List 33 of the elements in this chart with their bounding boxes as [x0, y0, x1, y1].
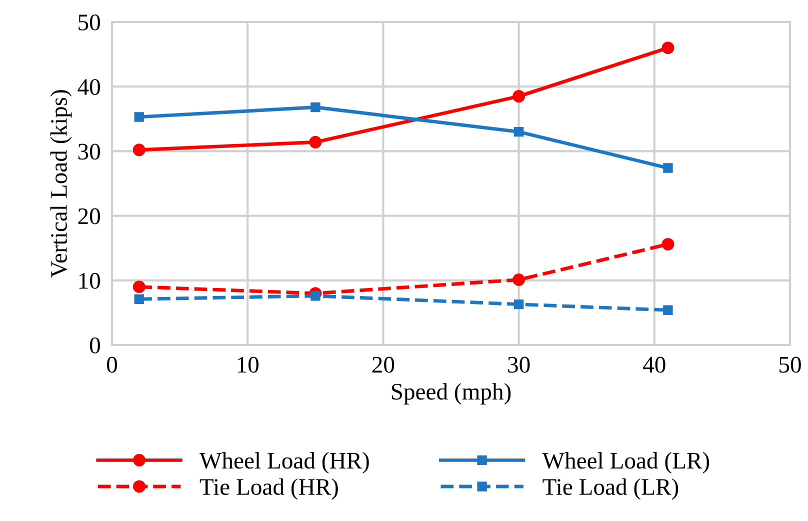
y-tick-label: 10	[79, 272, 100, 289]
x-tick-label: 40	[643, 356, 666, 373]
y-tick-label: 0	[90, 337, 100, 354]
point	[310, 291, 320, 301]
y-tick-label: 50	[78, 14, 100, 30]
y-tick-label: 20	[78, 208, 100, 224]
x-tick-label: 20	[372, 356, 394, 373]
legend-label: Tie Load (HR)	[200, 478, 338, 500]
point	[309, 136, 322, 148]
point	[132, 144, 146, 156]
point	[514, 299, 524, 310]
legend-label: Tie Load (LR)	[542, 478, 678, 500]
point	[310, 102, 320, 112]
y-tick-label: 40	[78, 79, 100, 96]
x-tick-label: 50	[780, 356, 801, 373]
point	[662, 238, 674, 250]
point	[663, 163, 673, 173]
point	[514, 126, 524, 137]
point	[512, 90, 526, 103]
x-axis-title: Speed (mph)	[392, 383, 511, 404]
point	[663, 305, 673, 315]
point	[132, 280, 146, 294]
legend-label: Wheel Load (LR)	[542, 452, 710, 474]
y-axis-title: Vertical Load (kips)	[50, 90, 72, 278]
point	[662, 42, 674, 54]
x-tick-label: 0	[106, 356, 118, 373]
legend-label: Wheel Load (HR)	[199, 452, 369, 474]
y-tick-label: 30	[78, 144, 100, 160]
x-tick-label: 10	[238, 356, 259, 373]
point	[134, 112, 144, 122]
x-tick-label: 30	[508, 356, 530, 373]
point	[134, 294, 144, 304]
point	[512, 274, 526, 286]
